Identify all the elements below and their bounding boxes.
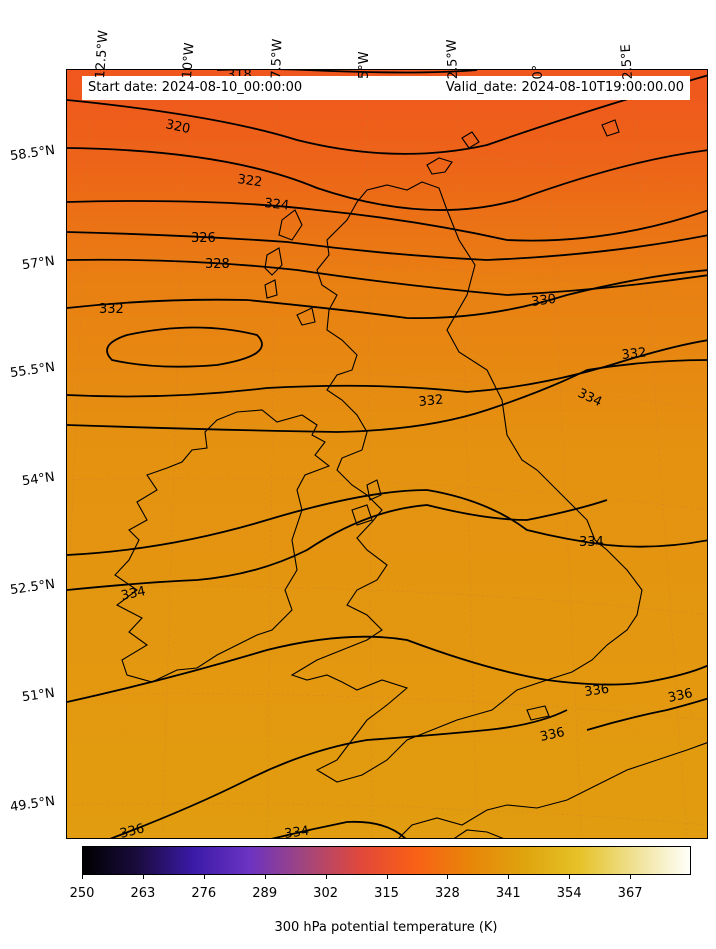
colorbar-tickmark	[447, 875, 449, 879]
contour-326	[67, 231, 707, 261]
colorbar	[82, 846, 691, 875]
contour-324	[67, 200, 707, 242]
ireland-coast	[114, 409, 331, 683]
colorbar-tick-label: 328	[434, 886, 460, 901]
lat-label: 54°N	[21, 469, 56, 490]
isentropes	[67, 70, 707, 838]
contour-label: 320	[164, 117, 191, 137]
colorbar-tick-label: 250	[69, 886, 95, 901]
colorbar-tickmark	[142, 875, 144, 879]
contour-318	[217, 70, 478, 74]
contour-336-west	[67, 635, 707, 703]
lon-label: 2.5°E	[618, 43, 636, 81]
colorbar-tickmark	[386, 875, 388, 879]
lat-label: 49.5°N	[9, 793, 56, 816]
contour-322	[67, 147, 707, 211]
orkney-coast	[426, 157, 453, 175]
contour-label: 332	[99, 302, 124, 317]
colorbar-tick-label: 341	[495, 886, 521, 901]
colorbar-tick-label: 315	[374, 886, 399, 901]
contour-332-north	[67, 339, 707, 398]
colorbar-tickmark	[203, 875, 205, 879]
contour-332-south	[67, 359, 707, 433]
contour-label: 334	[579, 535, 604, 550]
great-britain-coast	[290, 181, 643, 783]
contour-332-loop	[106, 326, 263, 368]
colorbar-tickmark	[264, 875, 266, 879]
colorbar-tick-label: 263	[130, 886, 156, 901]
colorbar-tickmark	[82, 875, 83, 879]
lon-label: 10°W	[180, 42, 198, 79]
contour-label: 334	[120, 584, 147, 604]
contour-label: 336	[667, 686, 694, 706]
contour-label: 336	[539, 725, 566, 745]
colorbar-tick-label: 354	[556, 886, 582, 901]
graticule	[67, 70, 707, 838]
contour-label: 326	[191, 231, 216, 246]
colorbar-tickmark	[508, 875, 510, 879]
lat-label: 55.5°N	[9, 359, 56, 382]
contour-334-wavy	[67, 499, 608, 591]
colorbar-tick-label: 289	[252, 886, 278, 901]
lon-label: 5°W	[357, 51, 372, 79]
run-info-box: Start date: 2024-08-10_00:00:00 Valid_da…	[82, 76, 690, 100]
contour-label: 336	[118, 821, 146, 839]
contour-label: 332	[621, 345, 647, 363]
lon-label: 2.5°W	[444, 38, 461, 80]
lon-label: 0°	[530, 64, 546, 80]
lat-label: 57°N	[21, 253, 56, 274]
colorbar-tick-label: 276	[191, 886, 217, 901]
lat-label: 51°N	[21, 685, 56, 706]
lat-label: 58.5°N	[9, 142, 56, 165]
contour-334-south	[271, 820, 407, 838]
colorbar-tickmark	[325, 875, 327, 879]
coastlines	[114, 119, 707, 838]
shetland-coast	[601, 119, 620, 137]
contour-labels: 318 320 322 324 326 328 330 332 332 332 …	[99, 70, 694, 839]
temperature-field	[67, 70, 707, 838]
colorbar-tickmark	[630, 875, 632, 879]
start-date-label: Start date: 2024-08-10_00:00:00	[88, 80, 303, 95]
contour-334-mid	[67, 489, 707, 556]
contour-label: 328	[205, 257, 230, 272]
contour-330	[67, 269, 707, 320]
anglesey-coast	[351, 504, 373, 526]
contour-328	[67, 258, 707, 296]
contour-label: 322	[236, 172, 263, 190]
hebrides-coast	[278, 209, 303, 241]
colorbar-tick-label: 302	[313, 886, 339, 901]
lon-label: 7.5°W	[269, 38, 286, 79]
france-coast	[398, 742, 707, 838]
contour-label: 324	[264, 196, 290, 214]
map-frame[interactable]: 318 320 322 324 326 328 330 332 332 332 …	[66, 69, 708, 839]
contour-320	[67, 74, 707, 155]
map-canvas: 318 320 322 324 326 328 330 332 332 332 …	[67, 70, 707, 839]
contour-label: 332	[418, 392, 444, 410]
contour-label: 336	[583, 682, 610, 700]
colorbar-tickmark	[569, 875, 571, 879]
contour-label: 330	[530, 292, 557, 310]
valid-date-label: Valid_date: 2024-08-10T19:00:00.00	[445, 80, 684, 95]
contour-label: 334	[283, 824, 310, 839]
colorbar-tick-label: 367	[617, 886, 643, 901]
contour-336-south	[109, 709, 568, 838]
contour-336-east	[586, 697, 707, 731]
colorbar-label: 300 hPa potential temperature (K)	[274, 920, 498, 935]
isle-of-wight-coast	[526, 705, 550, 721]
lat-label: 52.5°N	[9, 576, 56, 599]
